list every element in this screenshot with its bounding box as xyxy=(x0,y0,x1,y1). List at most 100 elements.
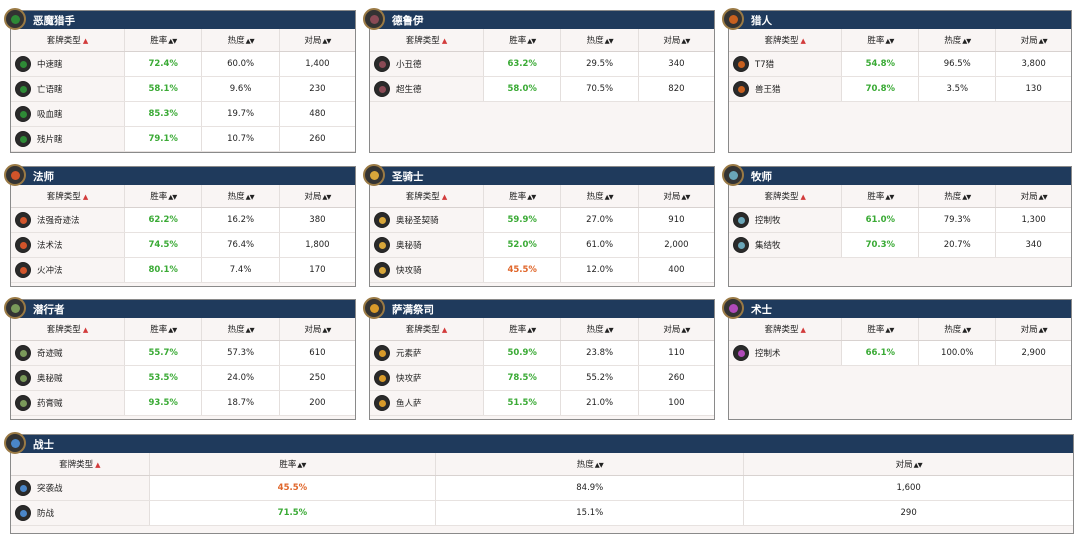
table-row[interactable]: 吸血瞎 85.3% 19.7% 480 xyxy=(11,101,355,127)
matches-header[interactable]: 对局▲▼ xyxy=(995,185,1071,208)
win-rate-value: 51.5% xyxy=(507,398,537,408)
matches-header[interactable]: 对局▲▼ xyxy=(743,453,1073,476)
matches-cell: 170 xyxy=(279,257,355,283)
table-row[interactable]: 兽王猎 70.8% 3.5% 130 xyxy=(729,76,1071,102)
deck-type-header[interactable]: 套牌类型 ▲ xyxy=(729,185,843,208)
popularity-header[interactable]: 热度▲▼ xyxy=(560,318,639,341)
warlock-class-icon xyxy=(722,297,744,319)
table-row[interactable]: 小丑德 63.2% 29.5% 340 xyxy=(370,51,714,77)
deck-type-header[interactable]: 套牌类型 ▲ xyxy=(11,29,126,52)
deck-type-header[interactable]: 套牌类型 ▲ xyxy=(370,318,485,341)
win-rate-header[interactable]: 胜率▲▼ xyxy=(841,29,920,52)
popularity-header[interactable]: 热度▲▼ xyxy=(918,29,997,52)
table-row[interactable]: 残片瞎 79.1% 10.7% 260 xyxy=(11,126,355,152)
class-title: 术士 xyxy=(751,303,772,316)
win-rate-header[interactable]: 胜率▲▼ xyxy=(124,185,203,208)
popularity-header[interactable]: 热度▲▼ xyxy=(918,318,997,341)
win-rate-cell: 59.9% xyxy=(483,207,562,233)
deck-name-cell: 法术法 xyxy=(11,232,126,258)
matches-header-label: 对局 xyxy=(1020,192,1038,202)
deck-type-header[interactable]: 套牌类型 ▲ xyxy=(729,29,843,52)
table-row[interactable]: 法强奇迹法 62.2% 16.2% 380 xyxy=(11,207,355,233)
mage-class-icon xyxy=(4,164,26,186)
table-row[interactable]: 奥秘骑 52.0% 61.0% 2,000 xyxy=(370,232,714,258)
deck-type-header[interactable]: 套牌类型 ▲ xyxy=(729,318,843,341)
popularity-value: 12.0% xyxy=(586,265,614,275)
deck-table: 套牌类型 ▲ 胜率▲▼ 热度▲▼ 对局▲▼ 突袭战 45.5% 84.9% 1,600 防战 71.… xyxy=(11,453,1073,526)
table-row[interactable]: 快攻萨 78.5% 55.2% 260 xyxy=(370,365,714,391)
matches-value: 100 xyxy=(668,398,685,408)
win-rate-value: 53.5% xyxy=(148,373,178,383)
deck-table: 套牌类型 ▲ 胜率▲▼ 热度▲▼ 对局▲▼ 奇迹贼 55.7% 57.3% 610 奥秘贼 53.5… xyxy=(11,318,355,416)
win-rate-value: 66.1% xyxy=(865,348,896,358)
deck-type-header[interactable]: 套牌类型 ▲ xyxy=(11,185,126,208)
matches-header[interactable]: 对局▲▼ xyxy=(638,29,714,52)
win-rate-header[interactable]: 胜率▲▼ xyxy=(124,29,203,52)
win-rate-header[interactable]: 胜率▲▼ xyxy=(149,453,437,476)
win-rate-header[interactable]: 胜率▲▼ xyxy=(483,185,562,208)
deck-name-label: 兽王猎 xyxy=(755,85,781,95)
deck-type-header[interactable]: 套牌类型 ▲ xyxy=(11,453,150,476)
table-row[interactable]: 奥秘圣契骑 59.9% 27.0% 910 xyxy=(370,207,714,233)
table-row[interactable]: 法术法 74.5% 76.4% 1,800 xyxy=(11,232,355,258)
win-rate-header[interactable]: 胜率▲▼ xyxy=(124,318,203,341)
class-title: 恶魔猎手 xyxy=(33,14,75,27)
sort-asc-icon: ▲ xyxy=(800,193,806,201)
popularity-value: 20.7% xyxy=(943,240,971,250)
matches-header[interactable]: 对局▲▼ xyxy=(995,318,1071,341)
table-row[interactable]: 药膏贼 93.5% 18.7% 200 xyxy=(11,390,355,416)
table-row[interactable]: 防战 71.5% 15.1% 290 xyxy=(11,500,1073,526)
win-rate-header-label: 胜率 xyxy=(867,36,885,46)
table-row[interactable]: 突袭战 45.5% 84.9% 1,600 xyxy=(11,475,1073,501)
deck-type-header[interactable]: 套牌类型 ▲ xyxy=(11,318,126,341)
header-row: 套牌类型 ▲ 胜率▲▼ 热度▲▼ 对局▲▼ xyxy=(729,185,1071,208)
table-row[interactable]: 控制牧 61.0% 79.3% 1,300 xyxy=(729,207,1071,233)
matches-value: 610 xyxy=(309,348,326,358)
matches-header[interactable]: 对局▲▼ xyxy=(638,185,714,208)
table-row[interactable]: 火冲法 80.1% 7.4% 170 xyxy=(11,257,355,283)
class-title: 战士 xyxy=(33,438,54,451)
deck-type-header[interactable]: 套牌类型 ▲ xyxy=(370,185,485,208)
table-row[interactable]: 超生德 58.0% 70.5% 820 xyxy=(370,76,714,102)
sort-toggle-icon: ▲▼ xyxy=(913,461,923,469)
table-row[interactable]: T7猎 54.8% 96.5% 3,800 xyxy=(729,51,1071,77)
matches-header[interactable]: 对局▲▼ xyxy=(638,318,714,341)
win-rate-header[interactable]: 胜率▲▼ xyxy=(841,318,920,341)
deck-name: 小丑德 xyxy=(374,56,422,72)
table-row[interactable]: 元素萨 50.9% 23.8% 110 xyxy=(370,340,714,366)
popularity-header[interactable]: 热度▲▼ xyxy=(201,185,280,208)
matches-header[interactable]: 对局▲▼ xyxy=(279,318,355,341)
win-rate-header[interactable]: 胜率▲▼ xyxy=(841,185,920,208)
deck-icon xyxy=(15,395,31,411)
popularity-header[interactable]: 热度▲▼ xyxy=(435,453,745,476)
table-row[interactable]: 中速瞎 72.4% 60.0% 1,400 xyxy=(11,51,355,77)
win-rate-header[interactable]: 胜率▲▼ xyxy=(483,318,562,341)
sort-toggle-icon: ▲▼ xyxy=(245,37,255,45)
table-row[interactable]: 快攻骑 45.5% 12.0% 400 xyxy=(370,257,714,283)
deck-name: 防战 xyxy=(15,505,54,521)
table-row[interactable]: 鱼人萨 51.5% 21.0% 100 xyxy=(370,390,714,416)
sort-toggle-icon: ▲▼ xyxy=(885,37,894,45)
popularity-header[interactable]: 热度▲▼ xyxy=(918,185,997,208)
deck-name-label: 小丑德 xyxy=(396,60,422,70)
deck-type-header[interactable]: 套牌类型 ▲ xyxy=(370,29,485,52)
table-row[interactable]: 控制术 66.1% 100.0% 2,900 xyxy=(729,340,1071,366)
matches-cell: 400 xyxy=(638,257,714,283)
popularity-header[interactable]: 热度▲▼ xyxy=(560,29,639,52)
win-rate-cell: 85.3% xyxy=(124,101,203,127)
win-rate-header[interactable]: 胜率▲▼ xyxy=(483,29,562,52)
sort-toggle-icon: ▲▼ xyxy=(297,461,306,469)
popularity-header[interactable]: 热度▲▼ xyxy=(201,29,280,52)
matches-header[interactable]: 对局▲▼ xyxy=(995,29,1071,52)
table-row[interactable]: 亡语瞎 58.1% 9.6% 230 xyxy=(11,76,355,102)
table-row[interactable]: 奇迹贼 55.7% 57.3% 610 xyxy=(11,340,355,366)
popularity-header[interactable]: 热度▲▼ xyxy=(201,318,280,341)
deck-name-label: 奥秘骑 xyxy=(396,241,422,251)
table-row[interactable]: 集结牧 70.3% 20.7% 340 xyxy=(729,232,1071,258)
matches-header[interactable]: 对局▲▼ xyxy=(279,185,355,208)
matches-header[interactable]: 对局▲▼ xyxy=(279,29,355,52)
sort-toggle-icon: ▲▼ xyxy=(681,37,690,45)
table-row[interactable]: 奥秘贼 53.5% 24.0% 250 xyxy=(11,365,355,391)
sort-toggle-icon: ▲▼ xyxy=(322,37,331,45)
popularity-header[interactable]: 热度▲▼ xyxy=(560,185,639,208)
